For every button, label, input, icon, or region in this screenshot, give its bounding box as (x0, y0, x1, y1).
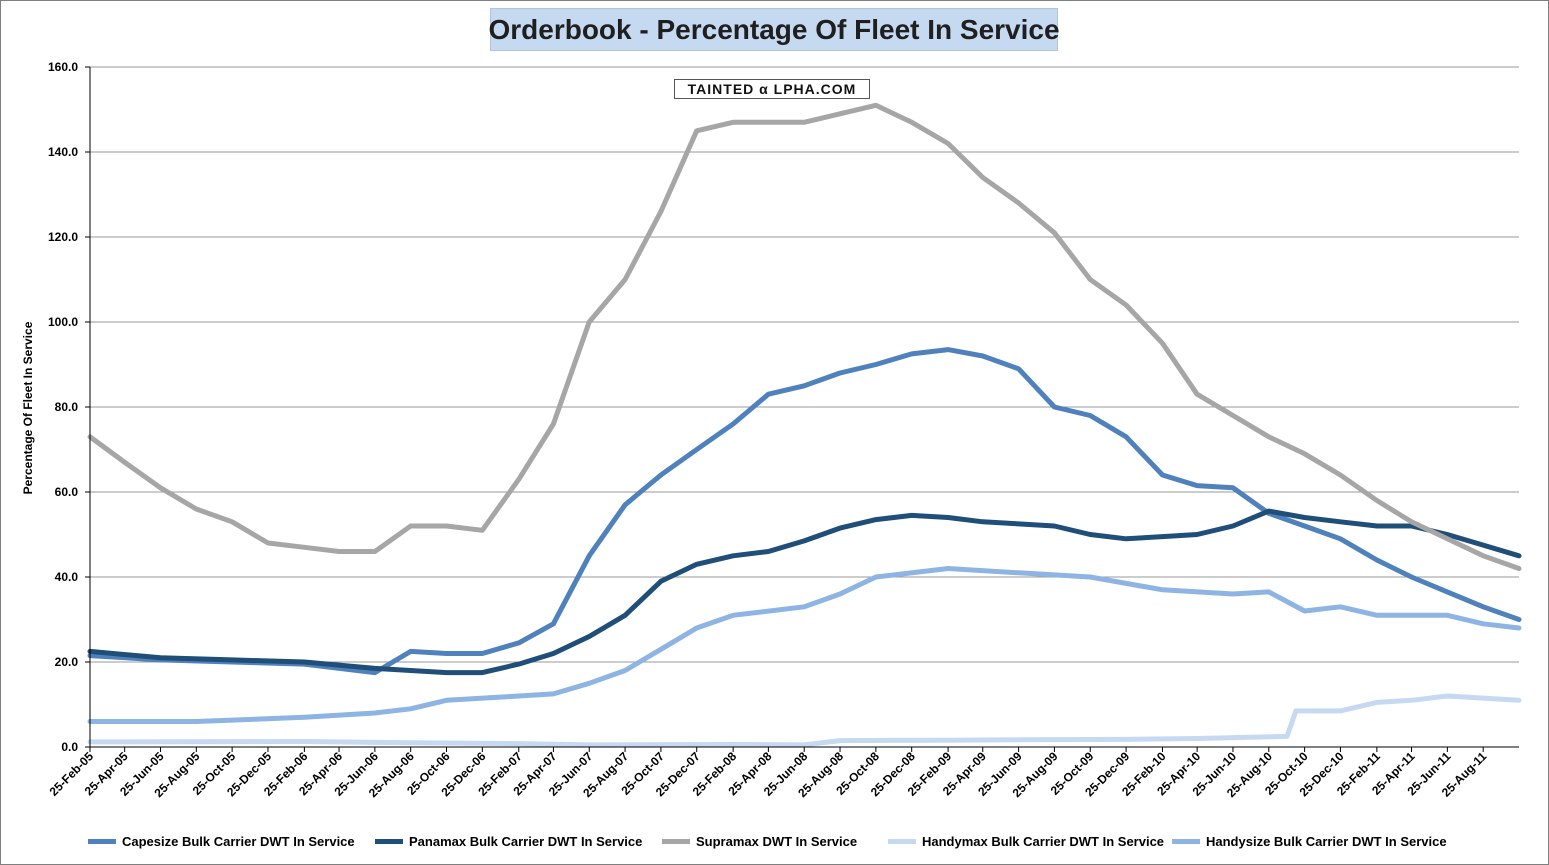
y-tick-label: 160.0 (48, 60, 78, 74)
y-tick-label: 80.0 (55, 400, 79, 414)
chart-title-box: Orderbook - Percentage Of Fleet In Servi… (488, 8, 1060, 51)
legend-label: Capesize Bulk Carrier DWT In Service (122, 834, 355, 849)
legend-label: Handysize Bulk Carrier DWT In Service (1206, 834, 1447, 849)
legend-item: Handysize Bulk Carrier DWT In Service (1172, 834, 1447, 849)
chart-title: Orderbook - Percentage Of Fleet In Servi… (488, 13, 1060, 45)
legend-item: Panamax Bulk Carrier DWT In Service (375, 834, 642, 849)
y-tick-label: 20.0 (55, 655, 79, 669)
series-line-2 (87, 508, 1522, 676)
legend-item: Handymax Bulk Carrier DWT In Service (888, 834, 1164, 849)
y-tick-label: 60.0 (55, 485, 79, 499)
watermark-logo: TAINTED α LPHA.COM (674, 79, 870, 99)
y-tick-labels: 0.0 20.0 40.0 60.0 80.0 100.0 120.0 140.0 160.0 (48, 60, 90, 754)
y-tick-label: 40.0 (55, 570, 79, 584)
legend-item: Supramax DWT In Service (662, 834, 857, 849)
series-line-3 (87, 102, 1522, 571)
legend-item: Capesize Bulk Carrier DWT In Service (88, 834, 355, 849)
legend-swatch (88, 839, 116, 844)
y-tick-label: 100.0 (48, 315, 78, 329)
gridlines (90, 66, 1519, 663)
axes (89, 67, 1519, 748)
legend-swatch (888, 839, 916, 844)
legend-swatch (1172, 839, 1200, 844)
legend-label: Handymax Bulk Carrier DWT In Service (922, 834, 1165, 849)
legend-swatch (662, 839, 690, 844)
y-tick-label: 0.0 (61, 740, 78, 754)
y-tick-label: 120.0 (48, 230, 78, 244)
legend: Capesize Bulk Carrier DWT In Service Pana… (0, 834, 1549, 850)
series-lines (87, 102, 1522, 748)
series-line-4 (87, 693, 1522, 748)
legend-swatch (375, 839, 403, 844)
series-line-5 (87, 566, 1522, 724)
legend-label: Panamax Bulk Carrier DWT In Service (409, 834, 643, 849)
y-tick-label: 140.0 (48, 145, 78, 159)
series-line-1 (87, 347, 1522, 676)
legend-label: Supramax DWT In Service (696, 834, 858, 849)
x-tick-labels: 25-Feb-0525-Apr-0525-Jun-0525-Aug-0525-O… (47, 747, 1490, 800)
